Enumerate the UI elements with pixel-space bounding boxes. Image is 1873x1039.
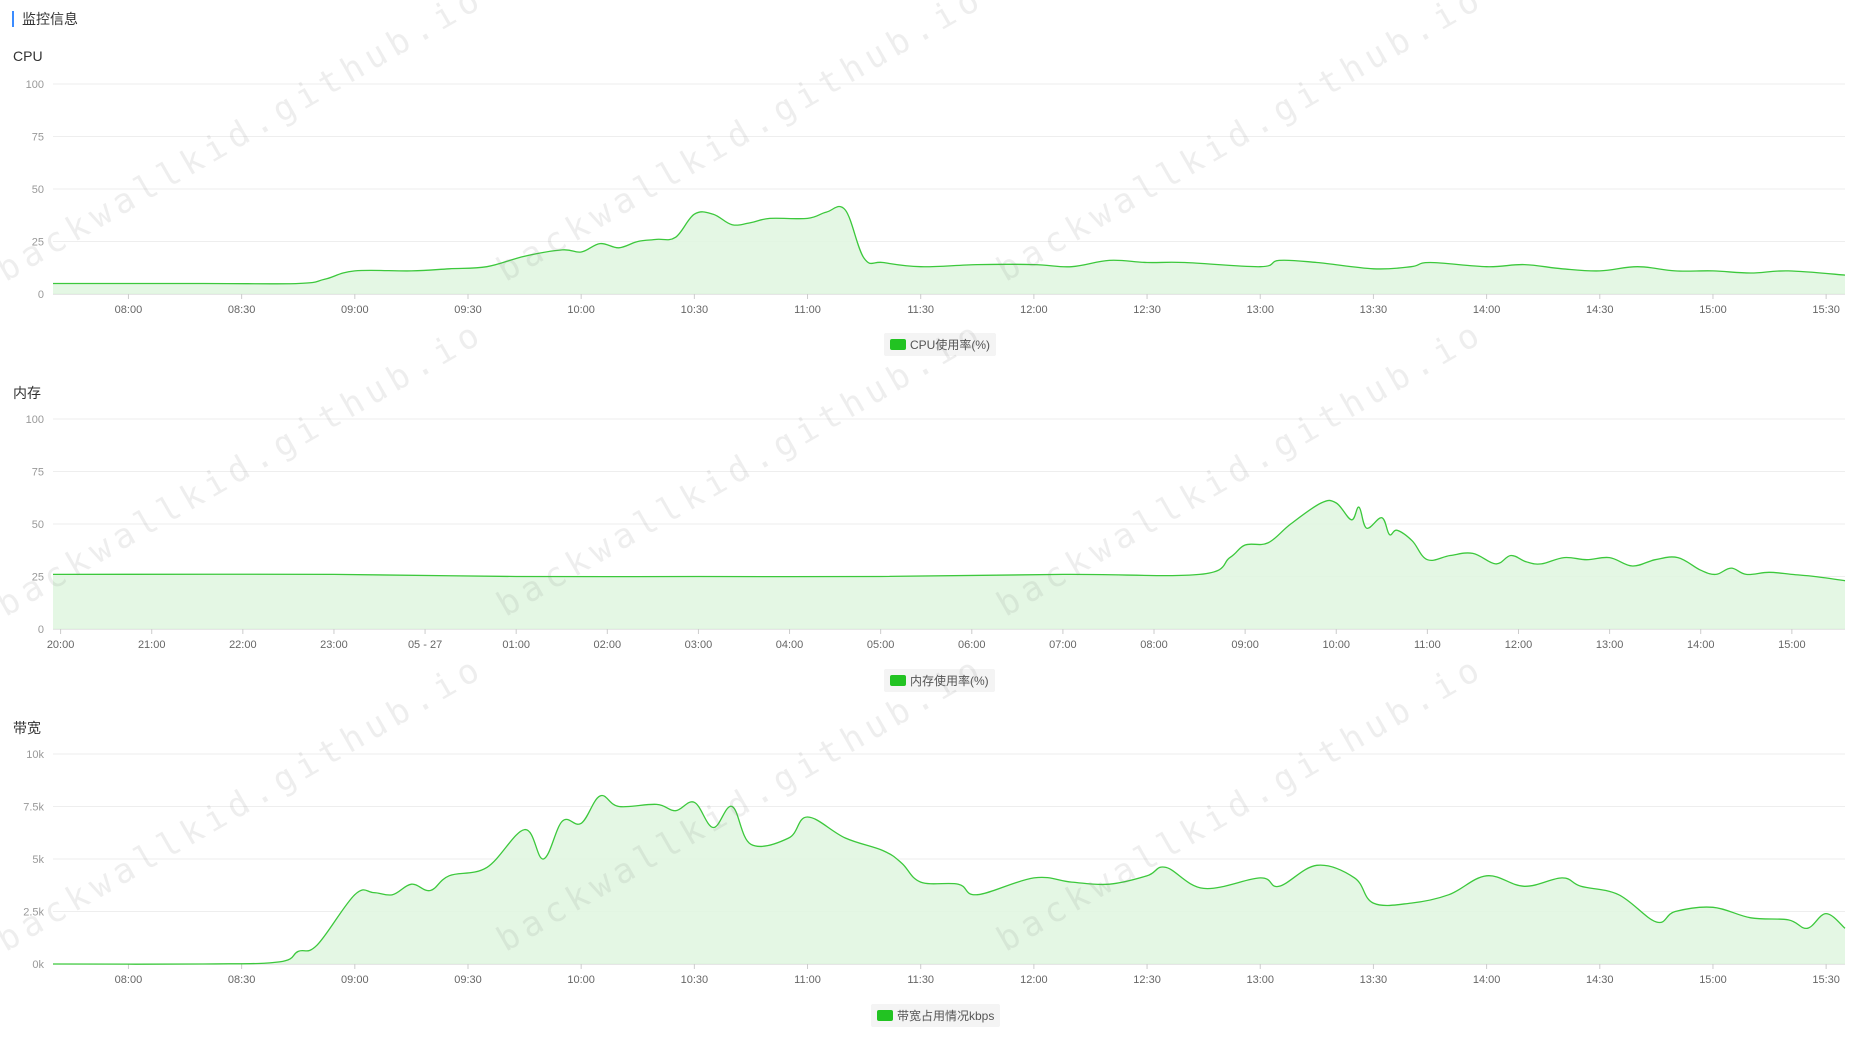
x-tick-label: 14:00 [1473,974,1501,986]
y-tick-label: 75 [32,467,44,479]
x-tick-label: 22:00 [229,639,257,651]
x-tick-label: 08:30 [228,304,256,316]
series-area [53,206,1845,294]
memory-legend-label: 内存使用率(%) [910,674,989,688]
x-tick-label: 11:00 [794,304,821,316]
cpu-legend[interactable]: CPU使用率(%) [884,333,996,356]
x-tick-label: 23:00 [320,639,348,651]
x-tick-label: 02:00 [594,639,622,651]
x-tick-label: 13:00 [1246,974,1274,986]
x-tick-label: 09:30 [454,304,482,316]
bandwidth-chart-title: 带宽 [13,720,41,736]
x-tick-label: 14:00 [1687,639,1715,651]
x-tick-label: 10:30 [681,974,709,986]
x-tick-label: 07:00 [1049,639,1077,651]
header-accent-bar [12,11,14,27]
x-tick-label: 14:30 [1586,304,1614,316]
x-tick-label: 15:30 [1812,304,1840,316]
x-tick-label: 03:00 [685,639,713,651]
x-tick-label: 11:30 [907,974,934,986]
y-tick-label: 0k [32,959,44,971]
bandwidth-chart: 带宽 0k 2.5k 5k 7.5k 10k 08:00 08:30 09:00 09:30 10… [0,670,1873,1027]
x-tick-label: 10:00 [1322,639,1350,651]
x-tick-label: 15:30 [1812,974,1840,986]
x-tick-label: 09:00 [341,974,369,986]
cpu-chart-title: CPU [13,48,43,64]
series-line [52,794,1846,965]
y-tick-label: 25 [32,237,44,249]
x-tick-label: 15:00 [1699,974,1727,986]
y-tick-label: 0 [38,624,44,636]
x-tick-label: 11:00 [1414,639,1441,651]
x-tick-label: 15:00 [1778,639,1806,651]
x-tick-label: 09:00 [341,304,369,316]
x-tick-label: 08:00 [115,974,143,986]
cpu-legend-label: CPU使用率(%) [910,338,990,352]
x-tick-label: 08:30 [228,974,256,986]
x-tick-label: 08:00 [115,304,143,316]
y-tick-label: 5k [32,854,44,866]
y-tick-label: 10k [26,749,44,761]
x-tick-label: 12:00 [1020,974,1048,986]
x-tick-label: 12:00 [1505,639,1533,651]
y-tick-label: 50 [32,184,44,196]
y-tick-label: 100 [26,414,44,426]
x-tick-label: 13:30 [1360,974,1388,986]
bandwidth-legend[interactable]: 带宽占用情况kbps [871,1004,1001,1027]
x-tick-label: 05 - 27 [408,639,442,651]
x-tick-label: 04:00 [776,639,804,651]
y-tick-label: 100 [26,79,44,91]
x-tick-label: 14:00 [1473,304,1501,316]
memory-legend[interactable]: 内存使用率(%) [884,669,995,692]
cpu-legend-swatch [890,339,906,350]
series-area [53,795,1845,965]
y-tick-label: 75 [32,132,44,144]
x-tick-label: 11:30 [907,304,934,316]
series-line [52,499,1846,582]
x-tick-label: 09:30 [454,974,482,986]
x-tick-label: 11:00 [794,974,821,986]
bandwidth-chart-svg: 0k 2.5k 5k 7.5k 10k 08:00 08:30 09:00 09:30 10:00… [23,749,1846,986]
x-tick-label: 06:00 [958,639,986,651]
x-tick-label: 15:00 [1699,304,1727,316]
memory-legend-swatch [890,675,906,686]
series-area [53,500,1845,629]
x-tick-label: 10:00 [567,304,595,316]
page-header: 监控信息 [12,10,78,28]
memory-chart-title: 内存 [13,385,41,401]
x-tick-label: 21:00 [138,639,166,651]
y-tick-label: 2.5k [23,907,44,919]
x-tick-label: 05:00 [867,639,895,651]
x-tick-label: 13:30 [1360,304,1388,316]
y-tick-label: 7.5k [23,802,44,814]
page-title: 监控信息 [22,11,78,27]
series-line [53,205,1846,285]
memory-chart: 内存 0 25 50 75 100 20:00 21:00 22:00 23:00 05 - 27… [0,335,1873,692]
cpu-chart-svg: 0 25 50 75 100 08:00 08:30 09:00 09:30 10:00 10:30… [26,79,1846,316]
x-tick-label: 10:30 [681,304,709,316]
bandwidth-legend-swatch [877,1010,893,1021]
x-tick-label: 13:00 [1596,639,1624,651]
x-tick-label: 14:30 [1586,974,1614,986]
bandwidth-legend-label: 带宽占用情况kbps [897,1009,995,1023]
y-tick-label: 50 [32,519,44,531]
x-tick-label: 01:00 [502,639,530,651]
x-tick-label: 10:00 [567,974,595,986]
y-tick-label: 25 [32,572,44,584]
x-tick-label: 09:00 [1231,639,1259,651]
x-tick-label: 12:00 [1020,304,1048,316]
x-tick-label: 13:00 [1246,304,1274,316]
cpu-chart: CPU 0 25 50 75 100 08:00 08:30 09:00 09:30 10:00 1… [0,0,1873,356]
x-tick-label: 12:30 [1133,304,1161,316]
x-tick-label: 08:00 [1140,639,1168,651]
x-tick-label: 20:00 [47,639,75,651]
x-tick-label: 12:30 [1133,974,1161,986]
memory-chart-svg: 0 25 50 75 100 20:00 21:00 22:00 23:00 05 - 27 01:… [26,414,1846,651]
y-tick-label: 0 [38,289,44,301]
